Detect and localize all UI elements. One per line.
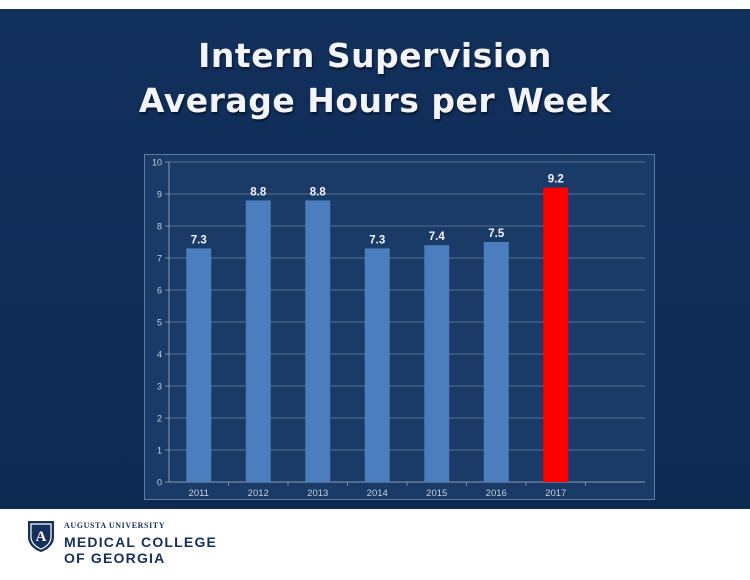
university-logo: A AUGUSTA UNIVERSITY MEDICAL COLLEGE OF … <box>26 519 286 569</box>
title-line-2: Average Hours per Week <box>138 81 612 120</box>
x-tick-label-2014: 2014 <box>367 488 388 499</box>
logo-college-line-2: OF GEORGIA <box>64 550 166 566</box>
y-tick-label-8: 8 <box>157 222 162 232</box>
y-tick-label-10: 10 <box>152 158 162 168</box>
bar-2014 <box>364 248 390 482</box>
bar-2012 <box>245 200 271 482</box>
bar-2017 <box>543 187 569 482</box>
bar-2013 <box>305 200 331 482</box>
x-tick-label-2017: 2017 <box>545 488 566 499</box>
chart-frame: 0 1 2 3 4 5 6 7 8 9 10 7.3 2011 8.8 2012 8.8 2013 7.3 2014… <box>144 154 655 500</box>
y-tick-label-4: 4 <box>157 350 162 360</box>
y-tick-label-5: 5 <box>157 318 162 328</box>
x-tick-label-2011: 2011 <box>189 488 209 499</box>
y-tick-label-3: 3 <box>157 382 162 392</box>
y-tick-label-2: 2 <box>157 414 162 424</box>
data-label-2017: 9.2 <box>548 174 564 186</box>
x-tick-label-2016: 2016 <box>486 488 507 499</box>
data-label-2014: 7.3 <box>369 234 385 246</box>
logo-shield-letter: A <box>36 529 47 545</box>
bar-2015 <box>424 245 450 482</box>
slide-background: Intern Supervision Average Hours per Wee… <box>0 9 750 509</box>
data-label-2015: 7.4 <box>429 231 446 243</box>
y-tick-label-0: 0 <box>157 478 162 488</box>
x-tick-label-2015: 2015 <box>426 488 447 499</box>
shield-icon: A <box>28 521 54 552</box>
logo-college-line-1: MEDICAL COLLEGE <box>64 534 218 550</box>
data-label-2013: 8.8 <box>310 186 327 198</box>
y-tick-label-9: 9 <box>157 190 162 200</box>
logo-university-name: AUGUSTA UNIVERSITY <box>64 521 166 530</box>
y-tick-label-7: 7 <box>157 254 162 264</box>
data-label-2016: 7.5 <box>488 228 505 240</box>
data-label-2011: 7.3 <box>191 234 207 246</box>
y-tick-label-6: 6 <box>157 286 162 296</box>
x-tick-label-2013: 2013 <box>307 488 328 499</box>
bar-2011 <box>186 248 212 482</box>
x-tick-label-2012: 2012 <box>248 488 269 499</box>
title-line-1: Intern Supervision <box>198 36 552 75</box>
data-label-2012: 8.8 <box>250 186 267 198</box>
bar-chart: 0 1 2 3 4 5 6 7 8 9 10 7.3 2011 8.8 2012 8.8 2013 7.3 2014… <box>152 158 645 499</box>
chart-title: Intern Supervision Average Hours per Wee… <box>0 33 750 123</box>
bar-2016 <box>483 242 509 482</box>
y-tick-label-1: 1 <box>157 446 162 456</box>
